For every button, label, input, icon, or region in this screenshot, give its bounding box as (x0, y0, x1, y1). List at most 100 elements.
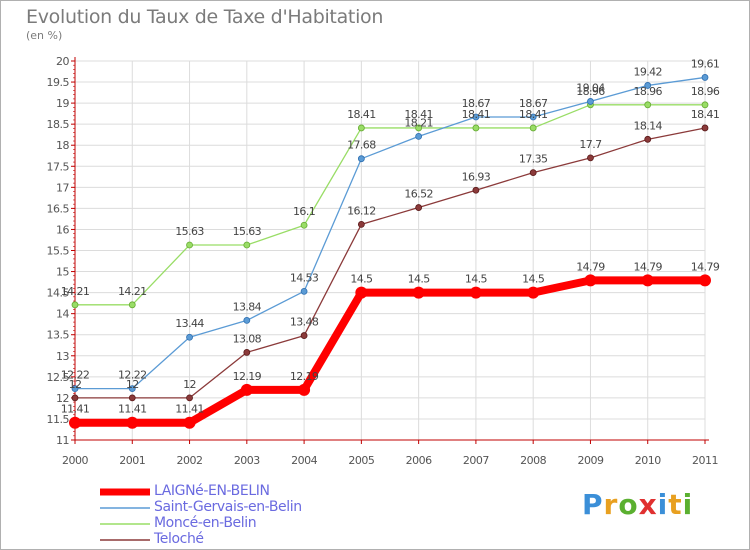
data-point (641, 274, 654, 287)
data-point (71, 385, 79, 393)
y-tick-label: 16 (56, 223, 69, 236)
legend-label-1: Saint-Gervais-en-Belin (154, 499, 302, 515)
data-point (472, 124, 480, 132)
data-label: 16.12 (347, 204, 376, 217)
data-point (529, 113, 537, 121)
data-label: 18.21 (404, 116, 433, 129)
x-tick-label: 2008 (520, 454, 546, 467)
y-tick-label: 12.5 (47, 371, 70, 384)
y-tick-label: 20 (56, 55, 69, 68)
data-label: 13.08 (233, 332, 262, 345)
data-label: 14.79 (576, 260, 605, 273)
x-tick-label: 2005 (348, 454, 374, 467)
y-tick-label: 19.5 (47, 76, 70, 89)
data-label: 12 (183, 378, 196, 391)
series-line-2 (75, 104, 705, 306)
data-label: 14.53 (290, 271, 319, 284)
data-point (415, 132, 423, 140)
y-tick-label: 14 (56, 308, 69, 321)
data-label: 18.41 (404, 108, 433, 121)
data-point (128, 394, 136, 402)
data-label: 12.22 (61, 369, 90, 382)
data-label: 15.63 (233, 225, 262, 238)
legend-label-2: Moncé-en-Belin (154, 515, 257, 531)
data-point (472, 113, 480, 121)
data-point (415, 124, 423, 132)
y-tick-label: 19 (56, 97, 69, 110)
data-point (71, 394, 79, 402)
x-tick-label: 2001 (119, 454, 145, 467)
data-point (240, 383, 253, 396)
y-tick-label: 17 (56, 181, 69, 194)
legend-label-0: LAIGNé-EN-BELIN (154, 483, 270, 499)
data-label: 14.21 (118, 285, 147, 298)
data-label: 14.5 (522, 273, 545, 286)
data-label: 12.19 (233, 370, 262, 383)
data-point (69, 416, 81, 429)
data-point (128, 385, 136, 393)
data-point (298, 383, 311, 396)
y-tick-label: 13.5 (47, 329, 70, 342)
x-tick-label: 2003 (234, 454, 260, 467)
y-tick-label: 17.5 (47, 160, 70, 173)
data-point (415, 204, 423, 211)
data-point (587, 98, 594, 105)
y-tick-label: 11 (56, 434, 69, 447)
data-label: 14.5 (408, 273, 431, 286)
data-point (243, 349, 251, 356)
data-label: 18.67 (519, 97, 548, 110)
data-point (357, 155, 365, 163)
data-label: 16.52 (404, 188, 433, 201)
data-point (126, 416, 139, 429)
y-tick-label: 16.5 (47, 202, 70, 215)
data-label: 16.1 (293, 205, 315, 218)
y-tick-label: 12 (56, 392, 69, 405)
x-tick-label: 2009 (577, 454, 603, 467)
data-label: 13.48 (290, 316, 319, 329)
data-label: 18.41 (462, 108, 491, 121)
data-point (300, 221, 308, 229)
data-point (701, 124, 709, 132)
data-point (183, 416, 196, 429)
data-point (527, 286, 540, 299)
data-point (701, 74, 709, 81)
data-point (357, 220, 365, 228)
data-point (587, 154, 594, 162)
y-tick-label: 15 (56, 266, 69, 279)
data-label: 17.68 (347, 139, 376, 152)
y-tick-label: 18 (56, 139, 69, 152)
y-tick-label: 11.5 (47, 413, 70, 426)
data-point (186, 394, 193, 402)
data-label: 18.41 (519, 108, 548, 121)
data-point (355, 286, 368, 299)
y-tick-label: 14.5 (47, 287, 70, 300)
data-point (699, 274, 711, 287)
data-point (71, 301, 79, 309)
data-label: 14.21 (61, 285, 90, 298)
y-tick-label: 18.5 (47, 118, 70, 131)
data-label: 16.93 (462, 170, 491, 183)
data-label: 14.79 (691, 260, 720, 273)
data-label: 14.79 (633, 260, 662, 273)
data-point (644, 101, 652, 109)
data-point (412, 286, 425, 299)
chart-unit-label: (en %) (26, 29, 63, 42)
data-label: 11.41 (61, 403, 90, 416)
data-label: 18.96 (691, 85, 720, 98)
data-point (529, 169, 537, 176)
data-label: 11.41 (175, 403, 204, 416)
data-point (357, 124, 365, 132)
legend-label-3: Teloché (154, 531, 204, 547)
data-label: 12.19 (290, 370, 319, 383)
data-label: 12 (69, 378, 82, 391)
data-label: 17.35 (519, 153, 548, 166)
data-point (300, 287, 308, 295)
data-point (529, 124, 537, 132)
data-label: 18.67 (462, 97, 491, 110)
series-line-1 (75, 76, 706, 390)
data-label: 18.41 (691, 108, 720, 121)
data-point (243, 317, 251, 324)
data-label: 14.5 (350, 273, 373, 286)
x-tick-label: 2010 (635, 454, 661, 467)
data-point (186, 333, 193, 341)
